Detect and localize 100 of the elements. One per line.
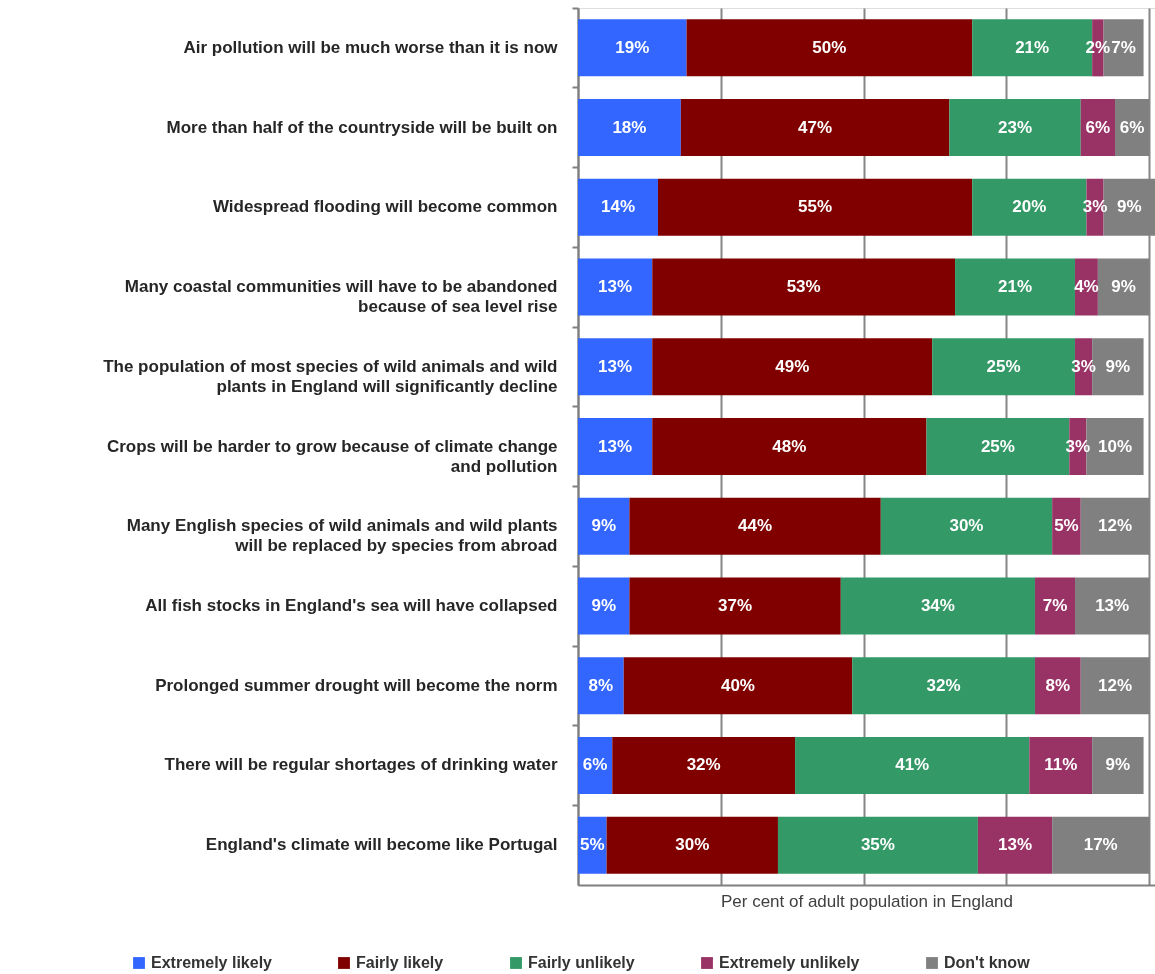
bar	[578, 99, 681, 157]
data-label: 4%	[1074, 277, 1099, 297]
bar	[578, 577, 630, 635]
bar	[578, 178, 658, 236]
data-label: 9%	[1111, 277, 1136, 297]
bar	[949, 99, 1081, 157]
bar	[795, 736, 1030, 794]
bar	[880, 497, 1053, 555]
data-label: 25%	[980, 436, 1015, 456]
bar	[852, 657, 1036, 715]
data-label: 6%	[1119, 117, 1145, 137]
data-label: 6%	[1085, 117, 1111, 137]
data-label: 49%	[775, 356, 810, 376]
data-label: 18%	[612, 117, 647, 137]
bar	[955, 258, 1076, 316]
bar	[1092, 736, 1144, 794]
x-axis-title: Per cent of adult population in England	[720, 891, 1014, 911]
y-tick-label: More than half of the countryside will be built on	[166, 117, 558, 137]
legend-label: Extremely unlikely	[719, 954, 860, 971]
bar	[977, 816, 1053, 874]
y-tick-label: Air pollution will be much worse than it is now	[183, 37, 559, 57]
bar	[777, 816, 978, 874]
legend-label: Fairly likely	[356, 954, 444, 971]
y-tick-label: Many coastal communities will have to be abandoned because of sea level rise	[124, 277, 558, 317]
data-label: 9%	[1105, 356, 1131, 376]
data-label: 10%	[1097, 436, 1133, 456]
data-label: 47%	[798, 117, 833, 137]
bar	[686, 19, 973, 77]
data-label: 17%	[1083, 835, 1118, 855]
data-label: 21%	[1015, 37, 1050, 57]
data-label: 14%	[600, 197, 636, 217]
data-label: 35%	[860, 835, 895, 855]
data-label: 11%	[1044, 755, 1078, 775]
data-label: 8%	[588, 675, 614, 695]
data-label: 13%	[598, 356, 633, 376]
data-label: 23%	[998, 117, 1033, 137]
bar	[652, 258, 956, 316]
data-label: 37%	[718, 595, 753, 615]
data-label: 5%	[579, 835, 605, 855]
bar	[840, 577, 1036, 635]
data-label: 50%	[812, 37, 847, 57]
bar	[652, 338, 933, 396]
bar	[629, 497, 881, 555]
bar	[1035, 577, 1076, 635]
bar	[652, 418, 927, 475]
data-label: 30%	[949, 516, 984, 536]
y-tick-label: Prolonged summer drought will become the norm	[155, 675, 558, 695]
bar	[578, 338, 653, 396]
bar	[578, 19, 687, 77]
legend-label: Don't know	[944, 954, 1031, 971]
data-label: 3%	[1071, 356, 1096, 376]
data-label: 34%	[920, 595, 955, 615]
data-label: 13%	[598, 277, 633, 297]
data-label: 55%	[798, 197, 833, 217]
bar	[623, 657, 853, 715]
bar	[680, 99, 950, 157]
data-label: 32%	[926, 675, 961, 695]
data-label: 3%	[1082, 197, 1108, 217]
data-label: 40%	[720, 675, 755, 695]
y-tick-label: There will be regular shortages of drinking water	[164, 755, 558, 775]
data-label: 25%	[986, 356, 1021, 376]
data-label: 7%	[1111, 37, 1136, 57]
bar	[657, 178, 973, 236]
y-tick-label: All fish stocks in England's sea will have collapsed	[145, 595, 558, 615]
data-label: 53%	[786, 277, 821, 297]
data-label: 19%	[615, 37, 650, 57]
data-label: 13%	[598, 436, 633, 456]
bar	[629, 577, 841, 635]
data-label: 12%	[1097, 516, 1133, 536]
bar	[612, 736, 796, 794]
y-tick-label: England's climate will become like Portugal	[205, 835, 558, 855]
data-label: 9%	[591, 516, 616, 536]
bar	[1035, 657, 1081, 715]
bar	[578, 497, 630, 555]
data-label: 30%	[675, 835, 710, 855]
data-label: 9%	[591, 595, 616, 615]
data-label: 12%	[1097, 675, 1133, 695]
y-tick-label: Widespread flooding will become common	[212, 197, 558, 217]
data-label: 6%	[582, 755, 608, 775]
y-tick-label: Many English species of wild animals and wild plants will be replaced by species from abroad	[126, 516, 558, 556]
legend-label: Fairly unlikely	[528, 954, 635, 971]
data-label: 20%	[1012, 197, 1047, 217]
bar	[578, 418, 653, 475]
data-label: 44%	[738, 516, 773, 536]
y-tick-label: The population of most species of wild animals and wild plants in England will significantly decline	[103, 356, 558, 396]
data-label: 21%	[998, 277, 1033, 297]
data-label: 7%	[1042, 595, 1068, 615]
bar	[606, 816, 778, 874]
data-label: 3%	[1065, 436, 1091, 456]
data-label: 48%	[772, 436, 807, 456]
data-label: 13%	[1095, 595, 1130, 615]
y-tick-label: Crops will be harder to grow because of climate change and pollution	[106, 436, 558, 476]
bar	[1029, 736, 1093, 794]
data-label: 9%	[1105, 755, 1131, 775]
data-label: 13%	[998, 835, 1033, 855]
data-label: 5%	[1054, 516, 1079, 536]
data-label: 32%	[686, 755, 721, 775]
legend-label: Extremely likely	[151, 954, 273, 971]
bar	[578, 258, 653, 316]
data-label: 9%	[1117, 197, 1142, 217]
